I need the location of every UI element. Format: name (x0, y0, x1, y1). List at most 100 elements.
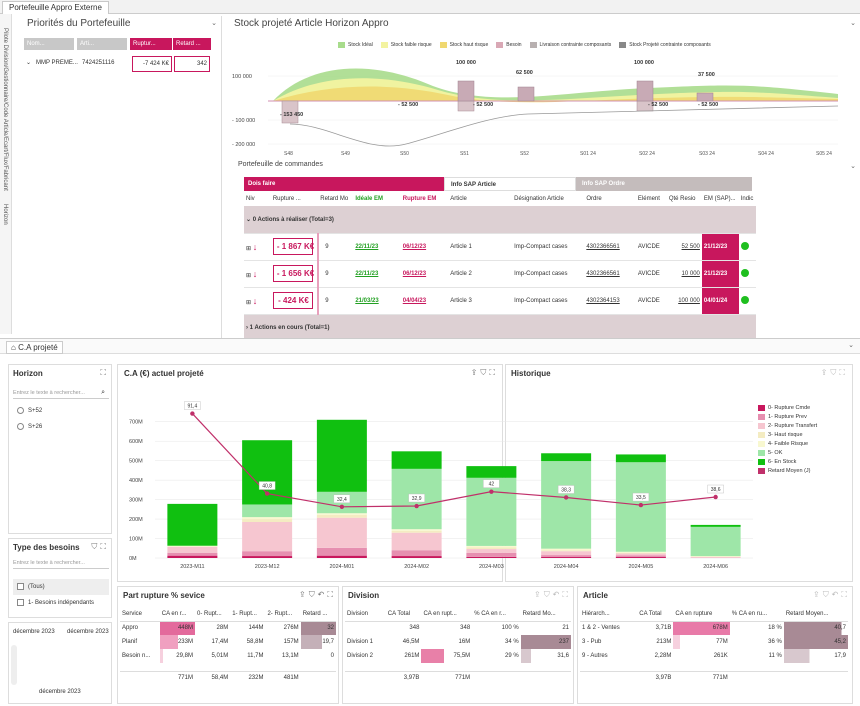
export-icon[interactable]: ⇪⛉⛶ (820, 368, 848, 377)
radio-option[interactable]: S+26 (17, 423, 42, 430)
x-tick-label: S01 24 (580, 151, 596, 157)
order-link[interactable]: 4302366561 (584, 260, 636, 288)
table-row[interactable]: 1 & 2 - Ventes 3,71B 678M 18 % 40,7 (580, 621, 848, 635)
legend-item[interactable]: 4- Faible Risque (758, 440, 848, 449)
col-rupture-em[interactable]: Rupture EM (402, 196, 437, 202)
export-icon[interactable]: ⇪⛉⛶ (470, 368, 498, 377)
side-tab-pilote[interactable]: Pilote Division/Gestionnaire/Code Articl… (2, 28, 8, 191)
expand-icon[interactable]: ⛶ (100, 368, 109, 377)
side-tab-horizon[interactable]: Horizon (2, 204, 8, 225)
collapse-icon[interactable]: ⌄ (850, 20, 856, 27)
data-label: 38,6 (711, 487, 721, 493)
table-row[interactable]: Division 1 46,5M 16M 34 % 237 (345, 635, 571, 649)
tab-ca-projete[interactable]: ⌂ C.A projeté (6, 341, 63, 354)
y-tick-label: 200M (129, 517, 143, 523)
collapse-icon[interactable]: ⌄ (211, 20, 217, 27)
group-row[interactable]: › 1 Actions en cours (Total=1) (244, 314, 756, 342)
table-row[interactable]: 9 - Autres 2,28M 261K 11 % 17,9 (580, 649, 848, 663)
table-row[interactable]: 3 - Pub 213M 77M 36 % 45,2 (580, 635, 848, 649)
table-row[interactable]: ⊞ ↓ - 424 K€ 9 21/03/23 04/04/23 Article… (244, 287, 756, 315)
status-dot-icon (740, 268, 749, 277)
export-icon[interactable]: ⇪⛉↶⛶ (298, 590, 336, 599)
col-nom[interactable]: Nom... (24, 38, 74, 50)
table-row[interactable]: Besoin n... 29,8M 5,01M 11,7M 13,1M 0 (120, 649, 336, 663)
y-tick-label: 600M (129, 439, 143, 445)
col-indic[interactable]: Indic (740, 196, 754, 202)
checkbox-option[interactable]: 1- Besoins indépendants (17, 599, 94, 606)
col-article[interactable]: Article (450, 196, 467, 202)
data-label-box (557, 485, 575, 494)
col-ideale-em[interactable]: Idéale EM (355, 196, 383, 202)
bar-besoin (281, 100, 299, 124)
legend-item[interactable]: Stock Projeté contrainte composants (619, 42, 711, 48)
expand-icon[interactable]: ⊞ (246, 299, 252, 306)
table-row[interactable]: ⊞ ↓ - 1 656 K€ 9 22/11/23 06/12/23 Artic… (244, 260, 756, 288)
col-retard[interactable]: Retard Mo (320, 196, 349, 202)
besoins-title: Type des besoins (13, 543, 80, 552)
tab-portefeuille[interactable]: Portefeuille Appro Externe (2, 1, 109, 14)
legend-item[interactable]: Retard Moyen (J) (758, 467, 848, 476)
legend-item[interactable]: 5- OK (758, 449, 848, 458)
filter-icon[interactable]: ⛉⛶ (91, 542, 109, 551)
radio-option[interactable]: S+52 (17, 407, 42, 414)
col-rupture[interactable]: Rupture ... (272, 196, 301, 202)
legend-item[interactable]: Stock haut risque (439, 42, 488, 48)
legend-item[interactable]: 3- Haut risque (758, 431, 848, 440)
legend-swatch (338, 42, 345, 48)
col-niv[interactable]: Niv (246, 196, 255, 202)
table-row[interactable]: Appro 448M 28M 144M 276M 32 (120, 621, 336, 635)
col-retard[interactable]: Retard ... (173, 38, 211, 50)
col-rupture[interactable]: Ruptur... (130, 38, 172, 50)
horizon-search-input[interactable]: Entrez le texte à rechercher... (13, 387, 109, 399)
legend-item[interactable]: 0- Rupture Cmde (758, 404, 848, 413)
table-row[interactable]: 348 348 100 % 21 (409, 625, 569, 632)
group-row[interactable]: ⌄ 0 Actions à réaliser (Total=3) (244, 206, 756, 234)
export-icon[interactable]: ⇪⛉↶⛶ (533, 590, 571, 599)
besoins-filter: Type des besoins ⛉⛶ Entrez le texte à re… (8, 538, 112, 618)
table-row[interactable]: Division 2 261M 75,5M 29 % 31,6 (345, 649, 571, 663)
besoins-search-input[interactable]: Entrez le texte à rechercher... (13, 557, 109, 569)
status-dot-icon (740, 241, 749, 250)
legend-item[interactable]: 1- Rupture Prev (758, 413, 848, 422)
legend-item[interactable]: 6- En Stock (758, 458, 848, 467)
expand-icon[interactable]: ⊞ (246, 272, 252, 279)
legend-item[interactable]: Stock Idéal (338, 42, 373, 48)
checkbox-option[interactable]: (Tous) (13, 579, 109, 595)
bar-segment (242, 521, 293, 552)
ca-chart-legend: 0- Rupture Cmde 1- Rupture Prev 2- Rupture… (758, 404, 848, 476)
slider-handle[interactable] (11, 645, 17, 685)
col-element[interactable]: Elément (637, 196, 660, 202)
collapse-icon[interactable]: ⌄ (848, 342, 854, 349)
expand-icon[interactable]: ⊞ (246, 245, 252, 252)
table-row[interactable]: Planif 233M 17,4M 58,8M 157M 19,7 (120, 635, 336, 649)
table-row[interactable]: ⊞ ↓ - 1 867 K€ 9 22/11/23 06/12/23 Artic… (244, 233, 756, 261)
col-qte[interactable]: Qté Resio (668, 196, 696, 202)
data-label: 40,8 (262, 484, 272, 490)
chevron-down-icon[interactable]: ⌄ (246, 216, 253, 223)
ca-tab-bar: ⌂ C.A projeté ⌄ (0, 338, 860, 354)
order-link[interactable]: 4302364153 (584, 287, 636, 315)
chevron-down-icon[interactable]: ⌄ (26, 60, 32, 66)
x-tick-label: S49 (341, 151, 350, 157)
legend-swatch (758, 449, 765, 456)
export-icon[interactable]: ⇪⛉↶⛶ (812, 590, 850, 599)
col-designation[interactable]: Désignation Article (514, 196, 564, 202)
chevron-right-icon[interactable]: › (246, 324, 250, 331)
col-article[interactable]: Arti... (77, 38, 127, 50)
x-tick-label: S51 (460, 151, 469, 157)
table-row[interactable]: ⌄ MMP PREME... 7424251116 -7 424 K€ 342 (22, 56, 222, 72)
legend-item[interactable]: Besoin (496, 42, 522, 48)
data-label: - 52 500 (698, 102, 718, 108)
collapse-icon[interactable]: ⌄ (850, 163, 856, 170)
order-link[interactable]: 4302366561 (584, 233, 636, 261)
data-label-box (258, 481, 276, 490)
legend-item[interactable]: Stock faible risque (380, 42, 432, 48)
side-filter-tabs[interactable]: Pilote Division/Gestionnaire/Code Articl… (0, 14, 12, 334)
article-title: Article (583, 591, 608, 600)
legend-item[interactable]: Livraison contrainte composants (529, 42, 611, 48)
ca-chart-title: C.A (€) actuel projeté (124, 369, 204, 378)
col-em-sap[interactable]: EM (SAP)... (703, 196, 736, 202)
bar-segment (541, 551, 592, 556)
legend-item[interactable]: 2- Rupture Transfert (758, 422, 848, 431)
col-ordre[interactable]: Ordre (586, 196, 602, 202)
